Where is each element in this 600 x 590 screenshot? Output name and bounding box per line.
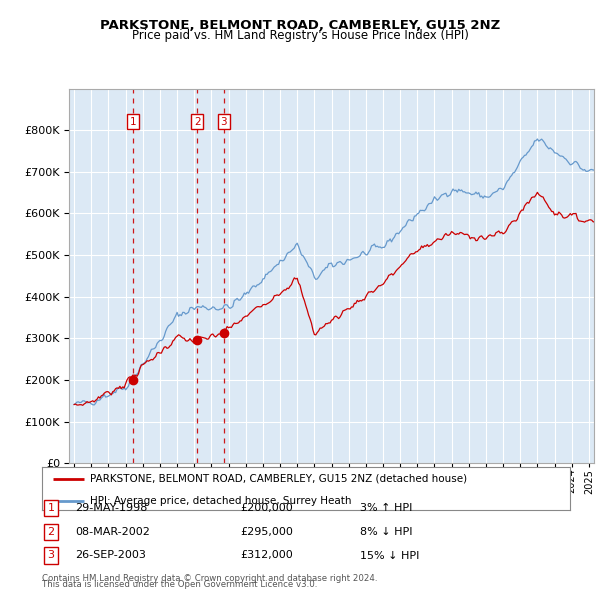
Text: This data is licensed under the Open Government Licence v3.0.: This data is licensed under the Open Gov… xyxy=(42,581,317,589)
Text: 2: 2 xyxy=(47,527,55,537)
Text: 1: 1 xyxy=(47,503,55,513)
Text: PARKSTONE, BELMONT ROAD, CAMBERLEY, GU15 2NZ: PARKSTONE, BELMONT ROAD, CAMBERLEY, GU15… xyxy=(100,19,500,32)
Text: 8% ↓ HPI: 8% ↓ HPI xyxy=(360,527,413,537)
Text: 3% ↑ HPI: 3% ↑ HPI xyxy=(360,503,412,513)
Text: 2: 2 xyxy=(194,117,200,127)
Text: 1: 1 xyxy=(130,117,136,127)
Text: PARKSTONE, BELMONT ROAD, CAMBERLEY, GU15 2NZ (detached house): PARKSTONE, BELMONT ROAD, CAMBERLEY, GU15… xyxy=(89,474,467,484)
Text: Price paid vs. HM Land Registry's House Price Index (HPI): Price paid vs. HM Land Registry's House … xyxy=(131,30,469,42)
Text: Contains HM Land Registry data © Crown copyright and database right 2024.: Contains HM Land Registry data © Crown c… xyxy=(42,574,377,583)
Text: £200,000: £200,000 xyxy=(240,503,293,513)
Text: 3: 3 xyxy=(221,117,227,127)
Text: £295,000: £295,000 xyxy=(240,527,293,537)
Text: 29-MAY-1998: 29-MAY-1998 xyxy=(75,503,148,513)
Text: HPI: Average price, detached house, Surrey Heath: HPI: Average price, detached house, Surr… xyxy=(89,496,351,506)
Text: 15% ↓ HPI: 15% ↓ HPI xyxy=(360,550,419,560)
Text: 08-MAR-2002: 08-MAR-2002 xyxy=(75,527,150,537)
Text: 26-SEP-2003: 26-SEP-2003 xyxy=(75,550,146,560)
Text: 3: 3 xyxy=(47,550,55,560)
Text: £312,000: £312,000 xyxy=(240,550,293,560)
